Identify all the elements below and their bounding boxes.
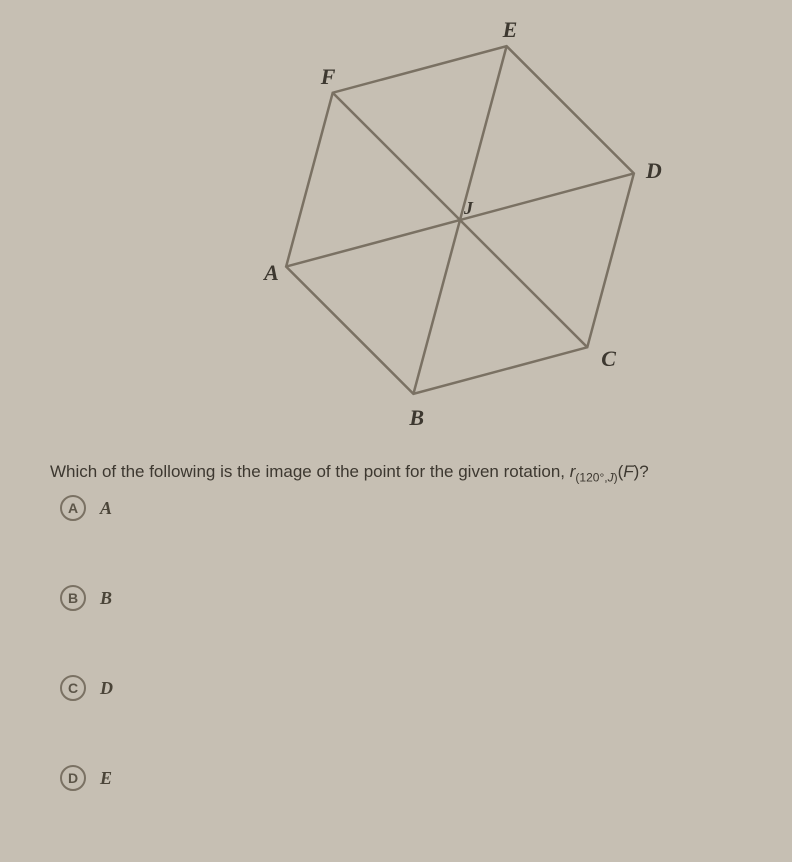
vertex-label-c: C [601,346,616,372]
option-letter-circle: A [60,495,86,521]
options-list: A A B B C D D E [60,495,760,855]
center-label-j: J [464,198,473,219]
option-d[interactable]: D E [60,765,760,791]
option-value: E [100,768,112,789]
vertex-label-d: D [646,158,662,184]
option-letter: C [68,680,78,696]
option-letter-circle: C [60,675,86,701]
hexagon-diagonal [333,93,588,348]
option-value: D [100,678,113,699]
question-notation: r(120°,J)(F)? [570,462,649,481]
vertex-label-f: F [321,64,336,90]
option-letter-circle: D [60,765,86,791]
hexagon-diagram: D E F A B C J [200,10,720,430]
question-stem: Which of the following is the image of t… [50,462,570,481]
vertex-label-e: E [503,17,518,43]
vertex-label-a: A [264,260,279,286]
option-b[interactable]: B B [60,585,760,611]
option-value: A [100,498,112,519]
question-text: Which of the following is the image of t… [50,460,750,486]
option-letter-circle: B [60,585,86,611]
option-value: B [100,588,112,609]
option-letter: D [68,770,78,786]
option-a[interactable]: A A [60,495,760,521]
option-letter: B [68,590,78,606]
vertex-label-b: B [409,405,424,431]
option-c[interactable]: C D [60,675,760,701]
hexagon-svg [200,10,720,430]
option-letter: A [68,500,78,516]
